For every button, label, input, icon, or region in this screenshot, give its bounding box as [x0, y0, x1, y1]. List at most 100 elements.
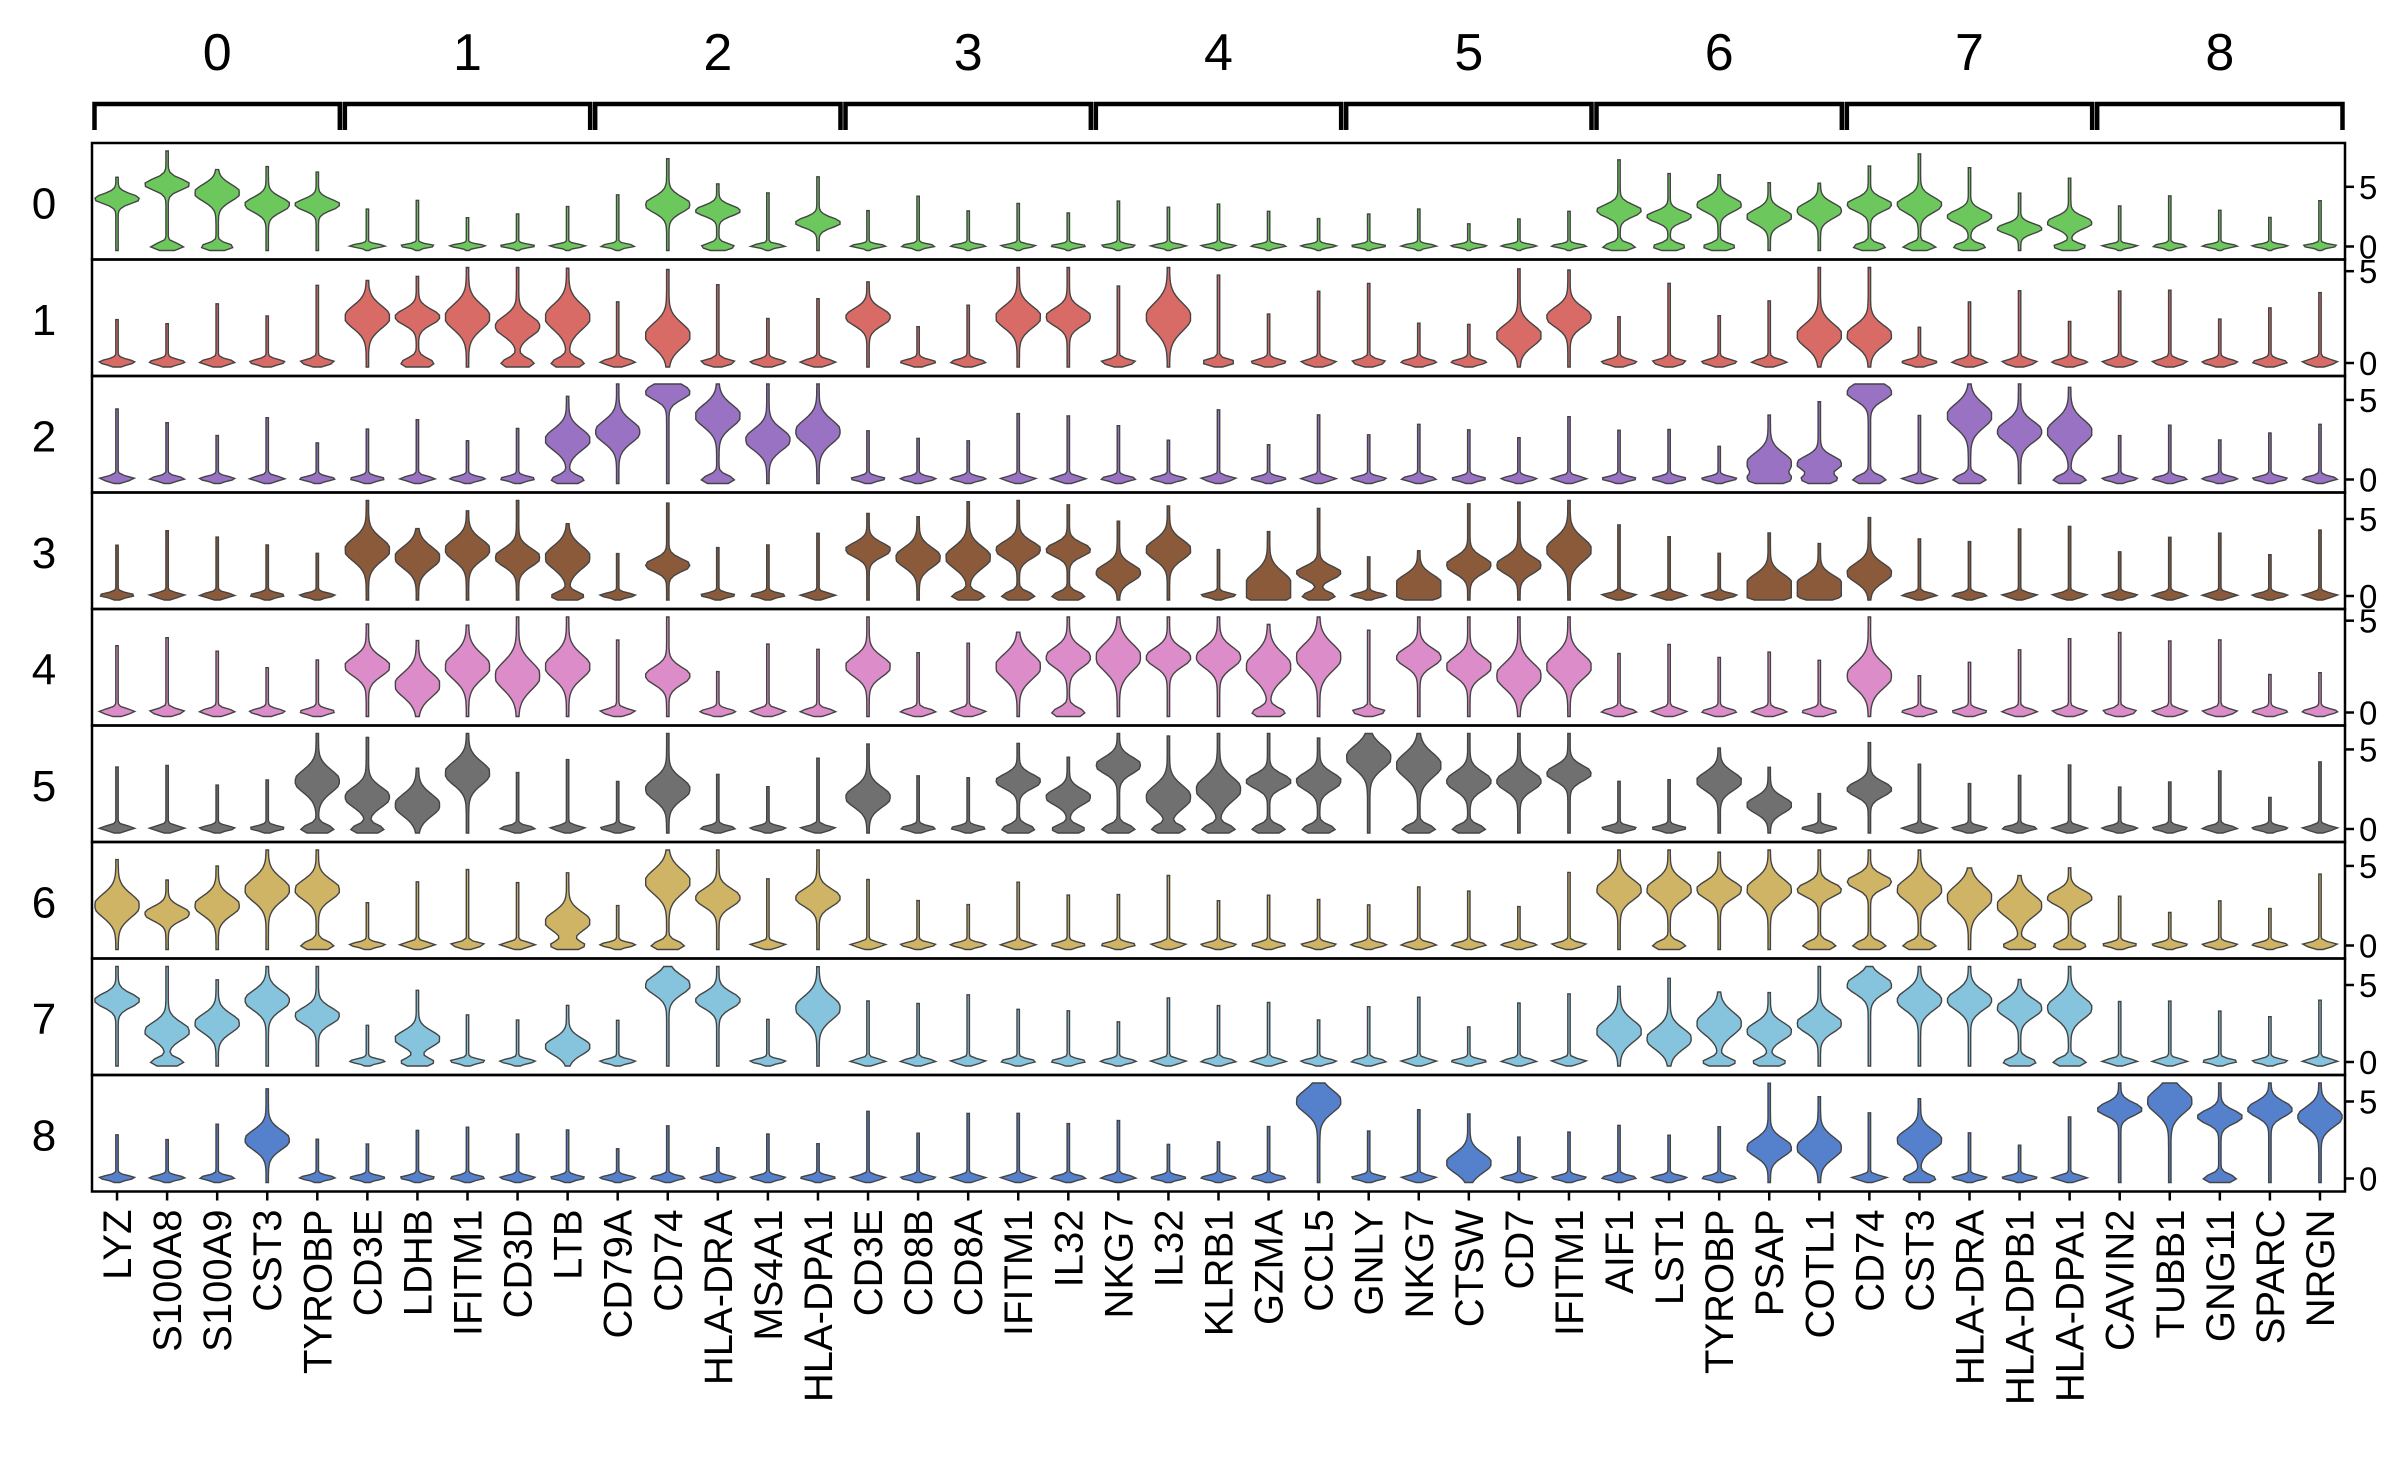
- violin: [299, 284, 336, 368]
- violin: [899, 1132, 937, 1184]
- violin: [1999, 528, 2040, 601]
- violin: [148, 322, 186, 368]
- row-label: 7: [32, 995, 56, 1044]
- violin: [1546, 732, 1592, 834]
- violin: [1199, 409, 1238, 485]
- gene-label: CD8B: [897, 1210, 941, 1317]
- violin: [297, 552, 337, 601]
- violin: [598, 552, 638, 601]
- violin: [1951, 661, 1988, 718]
- violin: [2151, 781, 2188, 834]
- violin: [350, 428, 385, 485]
- row-label: 4: [32, 645, 56, 694]
- violin: [998, 881, 1039, 951]
- violin: [1946, 166, 1993, 252]
- violin: [2149, 1000, 2190, 1067]
- gene-label: IFITM1: [1548, 1210, 1592, 1337]
- violin: [645, 268, 691, 368]
- violin: [1295, 737, 1342, 834]
- violin: [1202, 274, 1235, 368]
- violin: [644, 383, 691, 485]
- violin: [1996, 874, 2043, 951]
- gene-label: TYROBP: [296, 1210, 340, 1374]
- violin: [899, 899, 937, 951]
- gene-label: IL32: [1147, 1210, 1191, 1288]
- violin: [344, 499, 391, 601]
- violin: [1896, 153, 1943, 252]
- group-header-label: 3: [954, 24, 983, 82]
- violin: [1596, 849, 1642, 951]
- violin: [1346, 732, 1392, 834]
- violin: [1746, 414, 1792, 485]
- gene-label: IFITM1: [447, 1210, 491, 1337]
- violin: [1050, 1010, 1086, 1067]
- gene-label: S100A9: [196, 1210, 240, 1352]
- violin: [1899, 414, 1940, 485]
- violin: [449, 1126, 486, 1184]
- y-tick-label: 5: [2359, 1083, 2377, 1120]
- violin: [1145, 266, 1192, 368]
- violin: [1251, 894, 1286, 951]
- y-tick-label: 0: [2359, 1161, 2377, 1198]
- violin: [998, 1112, 1039, 1184]
- violin: [750, 544, 786, 601]
- y-tick-label: 0: [2359, 1044, 2377, 1081]
- violin: [1299, 290, 1338, 368]
- violin: [244, 965, 290, 1067]
- violin: [1145, 735, 1192, 834]
- row-label: 6: [32, 878, 56, 927]
- violin: [2096, 1082, 2143, 1184]
- violin: [294, 171, 340, 252]
- violin: [1145, 616, 1192, 718]
- violin: [1351, 629, 1386, 718]
- violin: [1396, 732, 1442, 834]
- violin: [798, 297, 838, 368]
- violin: [1696, 747, 1742, 834]
- violin: [397, 881, 438, 951]
- gene-label: SPARC: [2249, 1210, 2293, 1345]
- violin: [1801, 659, 1837, 718]
- violin: [795, 849, 841, 951]
- violin: [547, 205, 588, 252]
- violin: [1849, 1112, 1890, 1184]
- violin: [1499, 905, 1539, 951]
- violin: [248, 666, 287, 718]
- violin: [899, 775, 937, 834]
- violin: [848, 1000, 888, 1067]
- violin: [645, 732, 691, 834]
- violin: [2200, 209, 2240, 252]
- violin: [394, 275, 441, 368]
- violin: [998, 412, 1039, 485]
- violin: [2250, 216, 2290, 252]
- violin: [399, 1129, 435, 1184]
- violin: [1298, 414, 1339, 485]
- violin: [1696, 173, 1742, 252]
- violin: [94, 858, 140, 951]
- violin: [795, 965, 841, 1067]
- violin: [699, 773, 737, 834]
- violin: [244, 849, 290, 951]
- violin: [2000, 649, 2040, 718]
- violin: [2151, 424, 2189, 485]
- violin: [1700, 314, 1738, 368]
- y-tick-label: 0: [2359, 462, 2377, 499]
- violin: [598, 1148, 637, 1184]
- violin: [848, 1110, 888, 1184]
- violin: [845, 616, 891, 718]
- violin: [695, 965, 741, 1067]
- y-tick-label: 5: [2359, 253, 2377, 290]
- y-tick-label: 5: [2359, 603, 2377, 640]
- violin: [2046, 177, 2093, 252]
- group-header-label: 0: [203, 24, 232, 82]
- violin: [748, 1018, 788, 1067]
- violin: [544, 616, 591, 718]
- violin: [2251, 432, 2289, 485]
- violin: [1649, 1134, 1689, 1184]
- violin: [1746, 991, 1792, 1067]
- y-tick-label: 0: [2359, 928, 2377, 965]
- violin: [244, 165, 290, 252]
- violin: [198, 1123, 236, 1184]
- group-header-label: 7: [1955, 24, 1984, 82]
- violin: [1396, 549, 1442, 601]
